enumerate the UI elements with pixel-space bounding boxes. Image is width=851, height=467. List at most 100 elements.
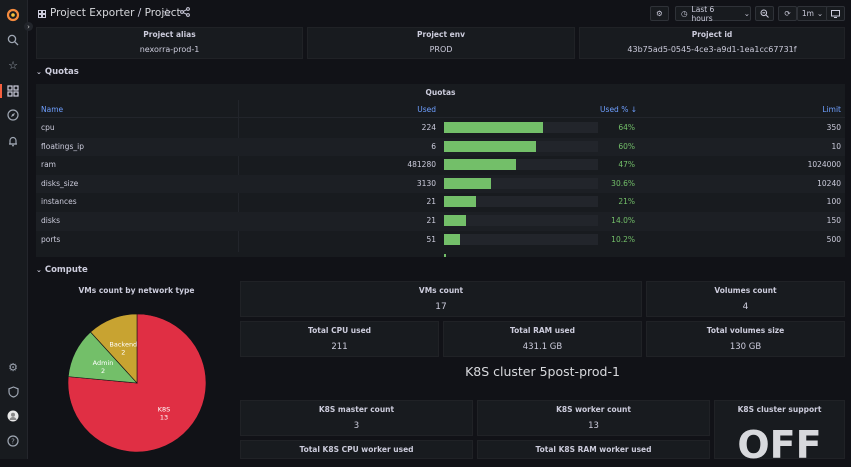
project-env-panel: Project env PROD <box>307 27 575 59</box>
zoom-out-icon <box>760 9 769 18</box>
panel-title: VMs count by network type <box>78 286 195 295</box>
refresh-interval-label: 1m <box>801 9 814 18</box>
star-icon[interactable]: ☆ <box>162 6 172 19</box>
gauge-bar-track <box>444 159 598 171</box>
panel-value: 3 <box>353 421 360 431</box>
dashboards-icon[interactable] <box>6 84 20 98</box>
refresh-interval-picker[interactable]: 1m ⌄ <box>797 6 828 21</box>
total-cpu-panel: Total CPU used 211 <box>240 321 439 357</box>
quotas-row-header[interactable]: ⌄ Quotas <box>36 67 79 77</box>
chevron-down-icon: ⌄ <box>36 68 42 76</box>
chevron-down-icon: ⌄ <box>743 9 750 18</box>
row-limit: 100 <box>826 197 841 207</box>
gear-icon: ⚙ <box>656 9 663 18</box>
pie-value-admin: 2 <box>101 367 105 375</box>
panel-title: Volumes count <box>714 286 777 295</box>
breadcrumb-folder[interactable]: Project Exporter <box>50 7 135 19</box>
panel-title: Total K8S RAM worker used <box>535 445 652 454</box>
compute-row-header[interactable]: ⌄ Compute <box>36 265 88 275</box>
search-icon[interactable] <box>6 33 20 47</box>
table-row: ports 51 10.2% 500 <box>36 231 845 250</box>
alerting-bell-icon[interactable] <box>6 134 20 148</box>
pie-value-backend: 2 <box>121 349 125 357</box>
row-limit: 350 <box>826 123 841 132</box>
pie-label-k8s: K8S <box>158 406 171 414</box>
time-range-picker[interactable]: ◷ Last 6 hours ⌄ <box>675 5 751 23</box>
chevron-down-icon: ⌄ <box>816 9 824 18</box>
gauge-bar-track <box>444 140 598 152</box>
row-name: disks <box>41 216 61 225</box>
starred-icon[interactable]: ☆ <box>8 58 18 72</box>
refresh-button[interactable]: ⟳ <box>778 6 797 21</box>
tv-mode-button[interactable] <box>826 6 845 21</box>
column-header-used[interactable]: Used <box>417 105 436 114</box>
row-used-percent: 14.0% <box>611 216 635 225</box>
pie-label-backend: Backend <box>109 341 137 349</box>
gauge-bar-track <box>444 215 598 226</box>
explore-icon[interactable] <box>6 108 20 122</box>
panel-value: 17 <box>435 302 447 312</box>
column-header-used-percent[interactable]: Used % ↓ <box>600 105 637 114</box>
gauge-bar-track <box>444 122 598 133</box>
pie-slice-backend[interactable] <box>90 313 138 384</box>
refresh-icon: ⟳ <box>784 9 791 18</box>
panel-title: VMs count <box>418 286 464 295</box>
quotas-table-panel: Quotas Name Used Used % ↓ Limit cpu 224 64… <box>36 84 845 257</box>
table-row: disks_size 3130 30.6% 10240 <box>36 174 845 194</box>
k8s-cluster-support-panel: K8S cluster support OFF <box>714 400 845 467</box>
row-used: 51 <box>426 234 436 244</box>
panel-title: K8S master count <box>318 405 395 414</box>
row-name: cpu <box>41 123 55 132</box>
project-id-panel: Project id 43b75ad5-0545-4ce3-a9d1-1ea1c… <box>579 27 845 59</box>
row-used: 6 <box>431 141 436 151</box>
panel-title: Quotas <box>425 88 456 97</box>
header-divider <box>36 117 845 118</box>
help-icon[interactable]: ? <box>6 434 20 448</box>
grafana-logo-icon[interactable] <box>6 8 20 22</box>
vms-count-panel: VMs count 17 <box>240 281 642 317</box>
breadcrumb-dashboard[interactable]: Project <box>144 7 181 19</box>
row-limit: 10240 <box>817 178 841 188</box>
panel-value: 43b75ad5-0545-4ce3-a9d1-1ea1cc67731f <box>627 45 797 54</box>
row-used-percent: 21% <box>618 197 635 207</box>
column-header-name[interactable]: Name <box>41 105 64 114</box>
column-header-limit[interactable]: Limit <box>822 105 841 114</box>
svg-text:?: ? <box>11 438 15 446</box>
project-alias-panel: Project alias nexorra-prod-1 <box>36 27 303 59</box>
settings-gear-icon[interactable]: ⚙ <box>8 360 18 374</box>
row-limit: 150 <box>826 216 841 225</box>
row-used-percent: 30.6% <box>611 178 635 188</box>
row-title: Quotas <box>44 67 79 77</box>
row-used-percent: 60% <box>618 141 635 151</box>
table-row: floatings_ip 6 60% 10 <box>36 137 845 157</box>
row-used: 21 <box>426 197 436 207</box>
user-avatar-icon[interactable] <box>6 409 20 423</box>
panel-value: 13 <box>588 421 599 431</box>
k8s-ram-worker-panel: Total K8S RAM worker used <box>477 440 710 459</box>
volumes-count-panel: Volumes count 4 <box>646 281 845 317</box>
gauge-bar-fill <box>444 140 537 152</box>
sidebar-expand-chevron-icon[interactable]: › <box>24 22 33 31</box>
gauge-bar-fill <box>444 159 517 171</box>
row-name: instances <box>41 197 77 207</box>
share-icon[interactable] <box>180 7 190 19</box>
row-used-percent: 10.2% <box>611 234 635 244</box>
gauge-bar-track <box>444 196 598 208</box>
vms-by-network-panel: VMs count by network type K8S 13 Admin 2 Bac… <box>36 281 237 459</box>
row-limit: 500 <box>826 234 841 244</box>
gauge-bar-fill <box>444 122 543 133</box>
panel-title: Total volumes size <box>706 326 785 335</box>
shield-icon[interactable] <box>6 385 20 399</box>
active-nav-indicator <box>0 84 2 98</box>
zoom-out-button[interactable] <box>755 6 774 21</box>
settings-button[interactable]: ⚙ <box>650 6 669 21</box>
table-row: instances 21 21% 100 <box>36 193 845 212</box>
row-limit: 1024000 <box>807 160 841 170</box>
panel-value: 431.1 GB <box>522 342 563 352</box>
panel-value: 130 GB <box>729 342 762 352</box>
row-name: ports <box>41 234 61 244</box>
pie-label-admin: Admin <box>93 359 114 367</box>
row-name: ram <box>41 160 56 170</box>
pie-slice-k8s[interactable] <box>67 313 207 453</box>
